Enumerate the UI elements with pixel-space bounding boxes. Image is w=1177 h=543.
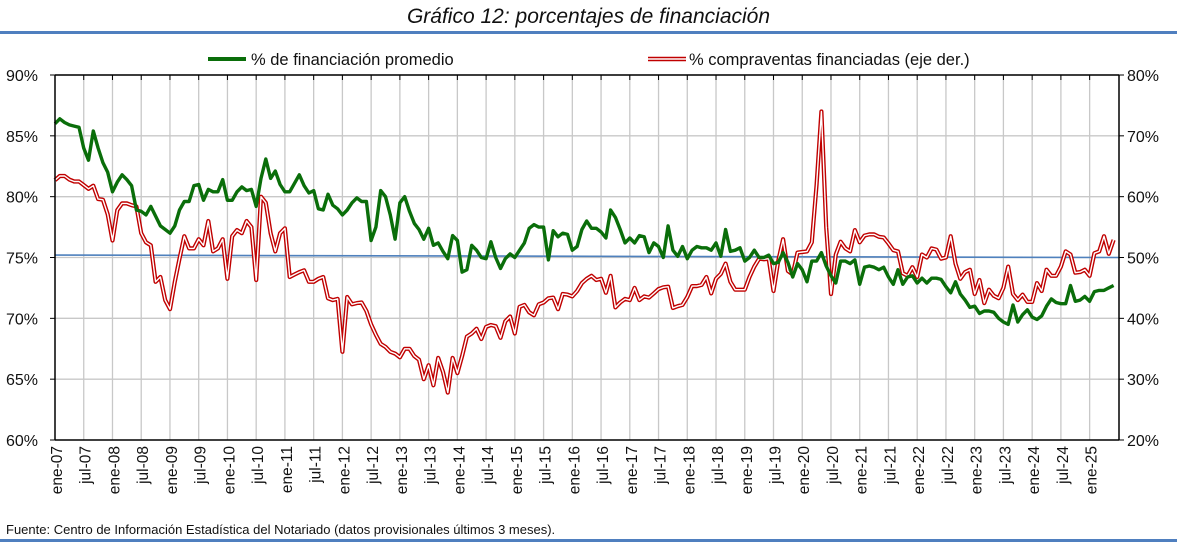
chart-title: Gráfico 12: porcentajes de financiación <box>406 5 771 28</box>
legend-label-financed-sales: % compraventas financiadas (eje der.) <box>689 51 970 69</box>
title-rule <box>0 31 1177 34</box>
right-tick-label: 50% <box>1127 251 1159 268</box>
axes: 60% 65% 70% 75% 80% 85% 90% 20% 30% 40% 50% 60% 70% 8… <box>6 68 1159 494</box>
x-tick-label: jul-20 <box>825 446 842 485</box>
right-tick-label: 80% <box>1127 68 1159 85</box>
x-tick-label: jul-10 <box>250 446 267 485</box>
left-tick-label: 65% <box>6 372 38 389</box>
legend: % de financiación promedio % compraventa… <box>208 51 970 69</box>
left-tick-label: 90% <box>6 68 38 85</box>
source-note: Fuente: Centro de Información Estadístic… <box>6 522 556 537</box>
x-tick-label: jul-11 <box>308 446 325 484</box>
x-tick-label: jul-16 <box>595 446 612 485</box>
x-tick-label: ene-14 <box>451 446 468 495</box>
x-tick-label: jul-14 <box>480 446 497 485</box>
right-tick-label: 40% <box>1127 311 1159 328</box>
x-tick-label: ene-23 <box>969 446 986 494</box>
right-tick-label: 30% <box>1127 372 1159 389</box>
left-tick-label: 60% <box>6 433 38 450</box>
x-tick-label: jul-07 <box>78 446 95 485</box>
series-line-financed-sales <box>53 109 1116 395</box>
bottom-rule <box>0 539 1177 542</box>
x-tick-label: jul-18 <box>710 446 727 485</box>
x-tick-label: jul-12 <box>365 446 382 485</box>
x-tick-label: jul-08 <box>135 446 152 485</box>
series-line-financing-avg <box>53 117 1115 327</box>
series-line-financed-sales-inner <box>54 110 1115 394</box>
x-tick-label: jul-24 <box>1055 446 1072 485</box>
x-tick-label: ene-17 <box>624 446 641 494</box>
x-tick-label: ene-12 <box>336 446 353 494</box>
x-tick-label: jul-19 <box>768 446 785 485</box>
left-tick-label: 80% <box>6 190 38 207</box>
x-tick-label: ene-18 <box>681 446 698 494</box>
left-tick-label: 85% <box>6 129 38 146</box>
x-tick-label: jul-22 <box>940 446 957 485</box>
x-tick-label: ene-07 <box>49 446 66 494</box>
x-tick-label: ene-09 <box>164 446 181 494</box>
left-tick-label: 75% <box>6 251 38 268</box>
x-tick-label: ene-22 <box>911 446 928 494</box>
x-tick-label: ene-16 <box>566 446 583 494</box>
x-tick-label: ene-11 <box>279 446 296 493</box>
x-tick-label: ene-19 <box>739 446 756 494</box>
x-tick-label: ene-08 <box>106 446 123 494</box>
left-tick-label: 70% <box>6 311 38 328</box>
x-tick-label: jul-09 <box>193 446 210 485</box>
x-tick-label: ene-10 <box>221 446 238 495</box>
legend-label-financing-avg: % de financiación promedio <box>251 51 454 69</box>
x-tick-label: ene-15 <box>509 446 526 494</box>
x-tick-label: ene-24 <box>1026 446 1043 495</box>
x-tick-label: ene-21 <box>854 446 871 494</box>
right-tick-label: 70% <box>1127 129 1159 146</box>
right-tick-label: 60% <box>1127 190 1159 207</box>
x-tick-label: jul-21 <box>882 446 899 485</box>
x-tick-label: jul-23 <box>997 446 1014 485</box>
right-tick-label: 20% <box>1127 433 1159 450</box>
x-tick-label: ene-20 <box>796 446 813 495</box>
x-tick-label: ene-25 <box>1084 446 1101 494</box>
x-tick-label: jul-17 <box>653 446 670 485</box>
series-lines <box>53 109 1116 395</box>
x-tick-label: jul-15 <box>538 446 555 485</box>
x-tick-label: jul-13 <box>423 446 440 485</box>
x-tick-label: ene-13 <box>394 446 411 494</box>
